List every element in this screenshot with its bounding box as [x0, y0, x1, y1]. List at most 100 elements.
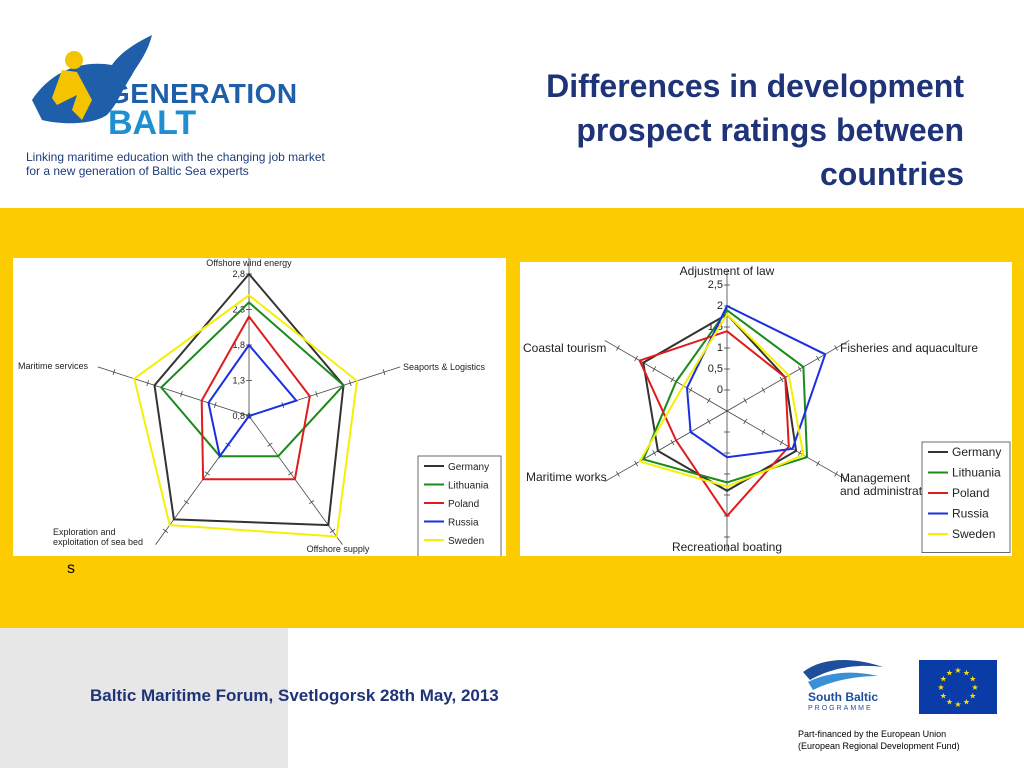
eu-star: ★ — [940, 692, 947, 701]
legend-label-poland: Poland — [952, 486, 989, 500]
series-line-russia — [685, 304, 827, 459]
eu-star: ★ — [963, 698, 970, 707]
eu-star: ★ — [940, 675, 947, 684]
axis-line-maritime-services — [97, 366, 250, 417]
axis-tick — [180, 391, 183, 398]
axis-tick — [834, 471, 838, 477]
eu-stars-icon: ★★★★★★★★★ ★ ★★ — [937, 666, 978, 709]
legend-label-russia: Russia — [952, 507, 989, 521]
axis-tick — [267, 442, 273, 447]
axis-label-offshore-wind-energy: Offshore wind energy — [206, 258, 292, 268]
programme-name: South Baltic — [808, 690, 879, 704]
tick-label: 0,5 — [708, 363, 723, 375]
axis-tick — [797, 366, 802, 372]
legend-label-germany: Germany — [952, 445, 1001, 459]
legend-label-sweden: Sweden — [952, 527, 995, 541]
programme-subtitle: PROGRAMME — [808, 705, 873, 712]
series-line-sweden — [638, 312, 805, 488]
tick-label: 2,3 — [232, 305, 245, 315]
axis-tick — [688, 387, 693, 393]
tick-label: 2 — [717, 300, 723, 312]
axis-tick — [634, 355, 638, 362]
axis-tick — [308, 500, 315, 505]
eu-star: ★ — [937, 683, 944, 692]
axis-tick — [315, 391, 318, 398]
tick-label: 2,8 — [232, 269, 245, 279]
event-caption: Baltic Maritime Forum, Svetlogorsk 28th … — [90, 686, 499, 705]
axis-tick — [761, 429, 766, 435]
stray-text: s — [67, 560, 75, 577]
axis-label-exploration-and-exploitation-of-sea-bed: Exploration and exploitation of sea bed — [53, 527, 143, 547]
axis-label-line: and administration — [840, 484, 938, 498]
axis-tick — [743, 397, 748, 404]
axis-label-offshore-supply: Offshore supply — [307, 544, 370, 554]
brand-tagline: Linking maritime education with the chan… — [26, 150, 325, 178]
axis-tick — [761, 387, 766, 393]
axis-tick — [670, 439, 675, 446]
footer-grey-block — [0, 628, 288, 768]
chart-panel-right: 0 0,5 1 1,5 2 2,5 Adjustment of law Fisheries a… — [520, 262, 1012, 556]
axis-tick — [816, 355, 820, 362]
axis-tick — [616, 345, 620, 351]
axis-tick — [706, 397, 711, 404]
axis-tick — [834, 345, 838, 351]
series-line-russia — [207, 343, 299, 459]
axis-tick — [634, 460, 638, 467]
eu-star: ★ — [963, 668, 970, 677]
header: GENERATION BALT Linking maritime educati… — [0, 0, 1024, 208]
legend-label-russia: Russia — [448, 518, 479, 529]
axis-tick — [779, 439, 784, 446]
axis-label-line: Management — [840, 471, 911, 485]
axis-tick — [743, 418, 748, 425]
axis-label-line: Exploration and — [53, 527, 116, 537]
eu-star: ★ — [969, 675, 976, 684]
axis-label-seaports-logistics: Seaports & Logistics — [403, 362, 486, 372]
eu-funding-note: Part-financed by the European Union (Eur… — [798, 728, 960, 752]
eu-flag: ★ ★ ★ ★ ★ ★ ★ ★ ★ ★ ★ ★ — [919, 660, 997, 714]
axis-tick — [112, 369, 116, 376]
eu-star: ★ — [954, 700, 961, 709]
axis-tick — [204, 471, 210, 476]
brand-name-line2: BALT — [108, 104, 197, 142]
axis-tick — [652, 450, 657, 456]
axis-label-maritime-works: Maritime works — [526, 470, 607, 484]
axis-tick — [288, 471, 294, 476]
series-line-germany — [153, 272, 345, 527]
legend-label-poland: Poland — [448, 499, 479, 510]
eu-star: ★ — [971, 683, 978, 692]
axis-label-maritime-services: Maritime services — [18, 361, 89, 371]
series-line-lithuania — [159, 301, 345, 458]
series-line-sweden — [133, 294, 359, 538]
axis-line-coastal-tourism — [604, 340, 728, 412]
axis-label-fisheries-and-aquaculture: Fisheries and aquaculture — [840, 341, 978, 355]
axis-tick — [706, 418, 711, 425]
axis-tick — [329, 528, 336, 533]
tick-label: 0,8 — [232, 411, 245, 421]
brand-name-line1: GENERATION — [108, 78, 298, 109]
axis-tick — [670, 376, 675, 383]
tick-label: 1,8 — [232, 340, 245, 350]
axis-label-line: exploitation of sea bed — [53, 537, 143, 547]
axis-line-offshore-supply — [248, 415, 343, 545]
generation-balt-logo — [32, 35, 152, 124]
axis-label-recreational-boating: Recreational boating — [672, 540, 782, 554]
legend-label-germany: Germany — [448, 462, 489, 473]
page-title: Differences in development prospect rati… — [546, 68, 964, 192]
series-line-poland — [200, 314, 311, 481]
eu-star: ★ — [946, 668, 953, 677]
tick-label: 1,3 — [232, 376, 245, 386]
axis-tick — [213, 402, 217, 409]
axis-tick — [146, 380, 150, 387]
series-line-poland — [638, 330, 790, 518]
axis-tick — [162, 528, 169, 533]
axis-tick — [382, 369, 386, 376]
tick-label: 2,5 — [708, 279, 723, 291]
series-line-lithuania — [641, 308, 809, 484]
axis-label-management-and-administration: Management and administration — [840, 471, 938, 498]
legend-label-lithuania: Lithuania — [952, 466, 1001, 480]
axis-tick — [652, 366, 657, 372]
axis-label-adjustment-of-law: Adjustment of law — [680, 264, 775, 278]
legend-label-sweden: Sweden — [448, 536, 484, 547]
south-baltic-logo — [803, 660, 883, 690]
